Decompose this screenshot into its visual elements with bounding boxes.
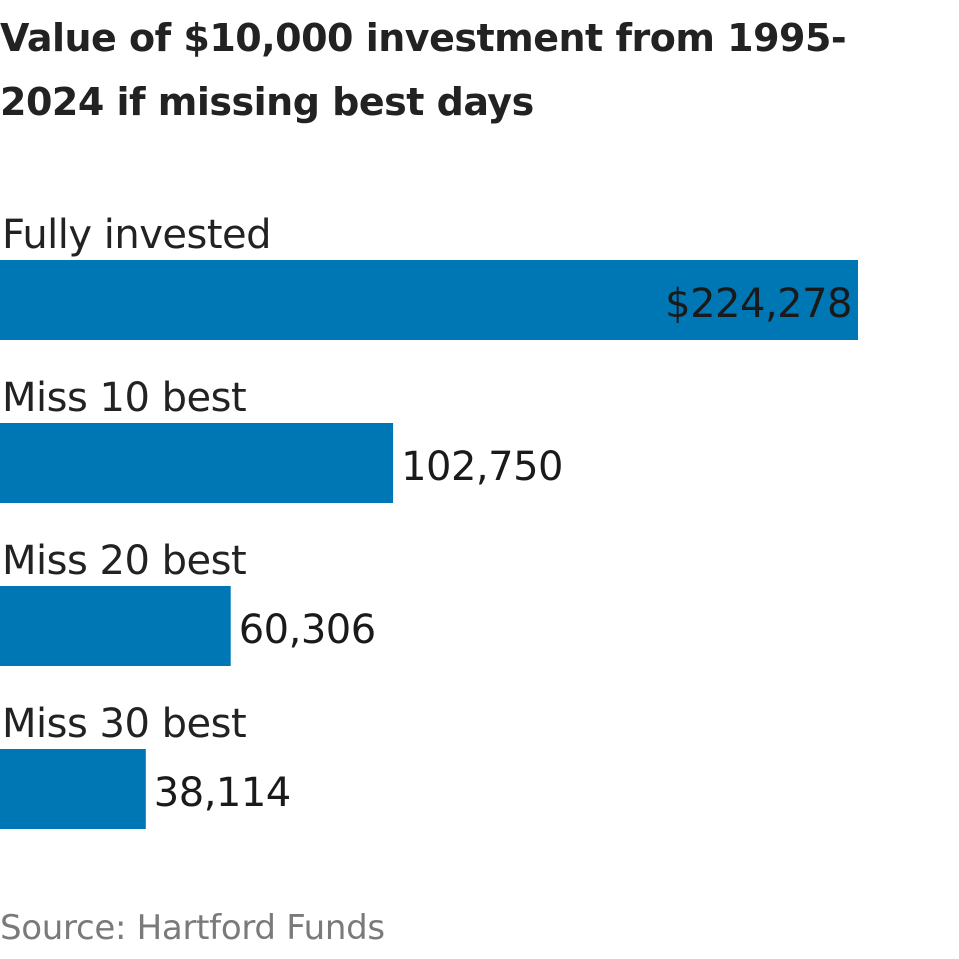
category-label: Miss 10 best (2, 375, 246, 421)
bar (0, 260, 858, 340)
category-label: Fully invested (2, 212, 271, 258)
value-label: $224,278 (665, 281, 852, 327)
bar (0, 586, 231, 666)
value-label: 38,114 (154, 770, 291, 816)
category-label: Miss 20 best (2, 538, 246, 584)
value-label: 102,750 (401, 444, 563, 490)
value-label: 60,306 (239, 607, 376, 653)
bar (0, 423, 394, 503)
source-note: Source: Hartford Funds (0, 908, 385, 948)
bar (0, 749, 146, 829)
category-label: Miss 30 best (2, 701, 246, 747)
chart-title: Value of $10,000 investment from 1995-20… (0, 16, 847, 124)
